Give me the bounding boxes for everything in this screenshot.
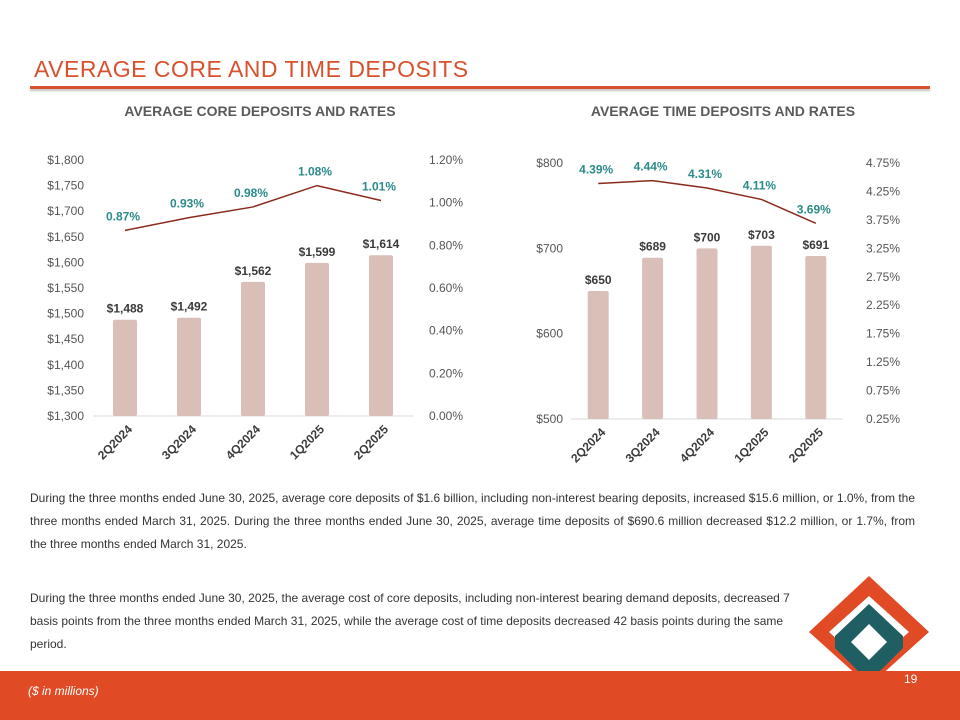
secondary-y-tick-label: 1.00% <box>429 196 463 210</box>
footnote-units: ($ in millions) <box>28 684 99 698</box>
time-chart-title: AVERAGE TIME DEPOSITS AND RATES <box>590 103 856 119</box>
bar-value-label: $1,492 <box>171 300 208 314</box>
secondary-y-tick-label: 1.20% <box>429 153 463 167</box>
y-tick-label: $1,300 <box>47 409 84 423</box>
bar-value-label: $689 <box>639 240 666 254</box>
bar-2Q2025 <box>805 256 827 419</box>
rate-label: 1.08% <box>298 165 332 179</box>
bar-value-label: $700 <box>694 230 721 244</box>
footer-bar <box>0 671 960 720</box>
bar-4Q2024 <box>241 281 265 416</box>
bar-value-label: $691 <box>802 238 829 252</box>
rate-label: 0.93% <box>170 197 204 211</box>
bar-value-label: $1,562 <box>235 264 272 278</box>
logo-teal-diamond <box>835 604 903 682</box>
secondary-y-tick-label: 0.20% <box>429 366 463 380</box>
page-title: AVERAGE CORE AND TIME DEPOSITS <box>34 56 469 82</box>
secondary-y-tick-label: 0.60% <box>429 281 463 295</box>
bar-value-label: $650 <box>585 273 612 287</box>
rate-label: 0.98% <box>234 186 268 200</box>
paragraph-core-time-summary: During the three months ended June 30, 2… <box>30 491 915 551</box>
x-tick-label: 2Q2024 <box>568 425 608 465</box>
x-tick-label: 3Q2024 <box>159 422 199 462</box>
page-number: 19 <box>904 672 918 686</box>
bar-1Q2025 <box>305 262 329 416</box>
rate-label: 3.69% <box>797 202 831 216</box>
y-tick-label: $1,500 <box>47 307 84 321</box>
secondary-y-tick-label: 3.25% <box>866 241 900 255</box>
rate-line <box>598 179 817 224</box>
y-tick-label: $1,350 <box>47 383 84 397</box>
y-tick-label: $1,650 <box>47 230 84 244</box>
bar-3Q2024 <box>642 257 664 419</box>
y-tick-label: $1,400 <box>47 358 84 372</box>
y-tick-label: $700 <box>536 241 563 255</box>
x-tick-label: 2Q2025 <box>786 425 826 465</box>
y-tick-label: $1,550 <box>47 281 84 295</box>
x-tick-label: 2Q2025 <box>351 422 391 462</box>
rate-label: 4.31% <box>688 167 722 181</box>
y-tick-label: $1,700 <box>47 204 84 218</box>
secondary-y-tick-label: 4.25% <box>866 184 900 198</box>
y-tick-label: $800 <box>536 156 563 170</box>
secondary-y-tick-label: 2.75% <box>866 270 900 284</box>
secondary-y-tick-label: 1.75% <box>866 327 900 341</box>
x-tick-label: 3Q2024 <box>623 425 663 465</box>
bar-1Q2025 <box>750 245 772 419</box>
rate-label: 4.44% <box>634 160 668 174</box>
secondary-y-tick-label: 1.25% <box>866 355 900 369</box>
rate-label: 1.01% <box>362 180 396 194</box>
secondary-y-tick-label: 4.75% <box>866 156 900 170</box>
core-chart-title: AVERAGE CORE DEPOSITS AND RATES <box>124 103 396 119</box>
bar-value-label: $703 <box>748 228 775 242</box>
y-tick-label: $1,600 <box>47 255 84 269</box>
secondary-y-tick-label: 0.40% <box>429 324 463 338</box>
bar-4Q2024 <box>696 248 718 419</box>
secondary-y-tick-label: 3.75% <box>866 213 900 227</box>
rate-line <box>124 184 382 232</box>
y-tick-label: $1,750 <box>47 179 84 193</box>
secondary-y-tick-label: 2.25% <box>866 298 900 312</box>
y-tick-label: $500 <box>536 412 563 426</box>
bar-2Q2024 <box>587 291 609 419</box>
x-tick-label: 1Q2025 <box>287 422 327 462</box>
x-tick-label: 4Q2024 <box>223 422 263 462</box>
y-tick-label: $1,450 <box>47 332 84 346</box>
x-tick-label: 2Q2024 <box>95 422 135 462</box>
paragraph-cost-summary: During the three months ended June 30, 2… <box>30 591 790 651</box>
bar-2Q2024 <box>113 319 137 416</box>
bar-value-label: $1,599 <box>299 245 336 259</box>
secondary-y-tick-label: 0.25% <box>866 412 900 426</box>
bar-2Q2025 <box>369 255 393 416</box>
title-divider <box>30 86 930 89</box>
time-deposits-chart: $500 $600 $700 $800 0.25% 0.75% 1.25% 1.75% 2.25… <box>536 156 900 465</box>
rate-label: 4.11% <box>743 178 777 192</box>
bar-value-label: $1,488 <box>107 302 144 316</box>
core-deposits-chart: $1,300 $1,350 $1,400 $1,450 $1,500 $1,550 $1,6… <box>47 153 463 462</box>
rate-label: 4.39% <box>579 162 613 176</box>
x-tick-label: 1Q2025 <box>731 425 771 465</box>
rate-label: 0.87% <box>106 209 140 223</box>
bar-value-label: $1,614 <box>363 237 400 251</box>
y-tick-label: $600 <box>536 327 563 341</box>
secondary-y-tick-label: 0.75% <box>866 384 900 398</box>
bar-3Q2024 <box>177 317 201 416</box>
company-logo <box>809 576 929 686</box>
x-tick-label: 4Q2024 <box>677 425 717 465</box>
y-tick-label: $1,800 <box>47 153 84 167</box>
secondary-y-tick-label: 0.80% <box>429 238 463 252</box>
secondary-y-tick-label: 0.00% <box>429 409 463 423</box>
